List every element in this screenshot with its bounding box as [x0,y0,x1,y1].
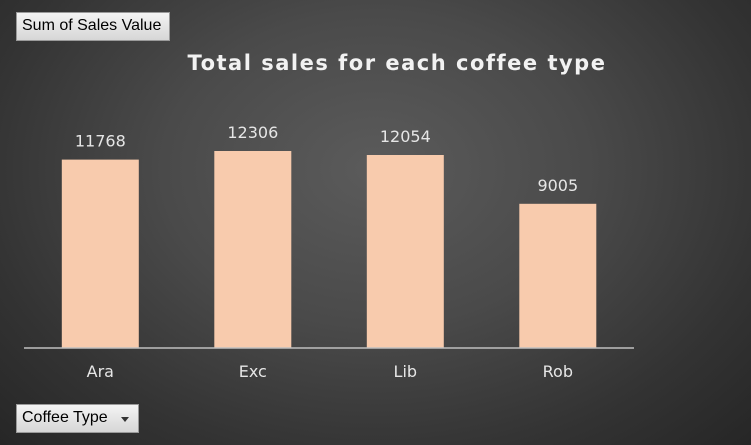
bar-exc[interactable] [214,151,292,348]
data-labels-group: 11768 12306 12054 9005 [75,123,578,195]
x-tick-label-ara: Ara [87,362,114,381]
coffee-type-filter-label: Coffee Type [22,409,108,426]
x-tick-label-rob: Rob [543,362,573,381]
data-label-lib: 12054 [380,127,431,146]
data-label-rob: 9005 [537,176,578,195]
x-tick-labels-group: Ara Exc Lib Rob [87,362,573,381]
chevron-down-icon[interactable] [121,417,129,422]
x-tick-label-lib: Lib [394,362,418,381]
data-label-ara: 11768 [75,132,126,151]
chart-title: Total sales for each coffee type [188,51,607,75]
values-field-button[interactable]: Sum of Sales Value [16,12,170,41]
data-label-exc: 12306 [227,123,278,142]
bar-ara[interactable] [61,159,139,348]
coffee-type-filter-button[interactable]: Coffee Type [16,404,139,433]
bar-lib[interactable] [366,155,444,348]
x-tick-label-exc: Exc [239,362,267,381]
bars-group [61,151,597,348]
bar-rob[interactable] [519,203,597,348]
